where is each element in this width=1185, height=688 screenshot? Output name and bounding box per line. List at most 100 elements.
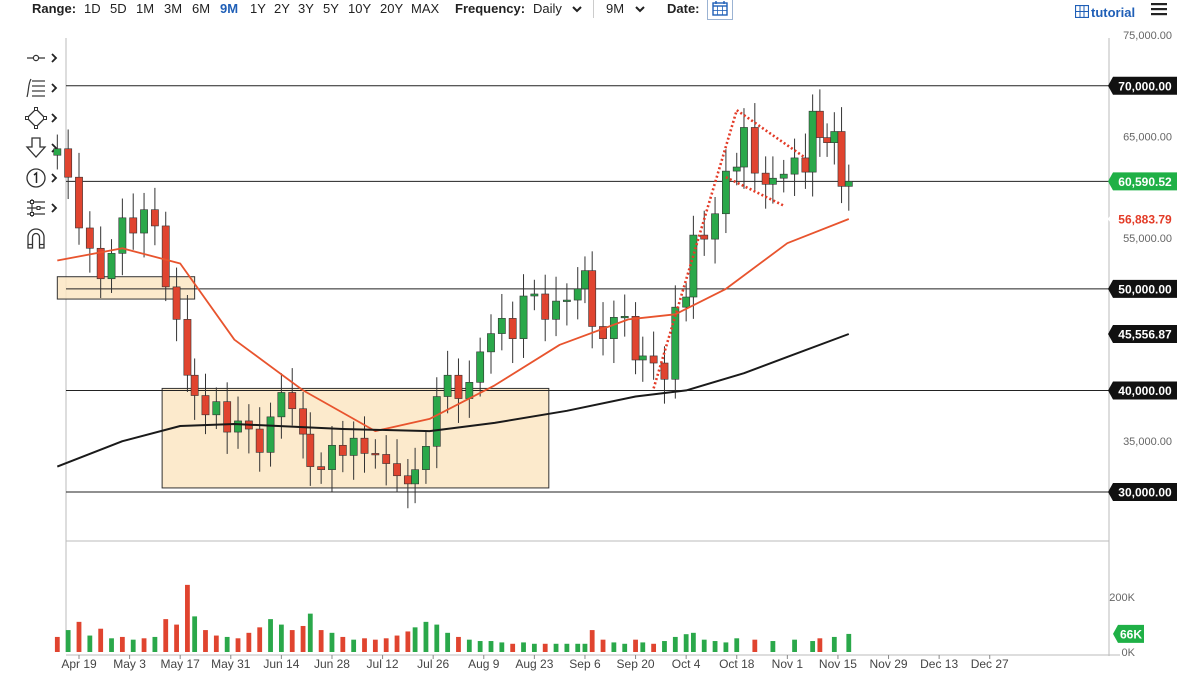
candle-body xyxy=(382,454,391,464)
volume-bar xyxy=(633,639,638,652)
volume-bar xyxy=(130,639,136,652)
volume-bar xyxy=(575,643,581,652)
range-button-1m[interactable]: 1M xyxy=(136,1,155,16)
volume-bar xyxy=(318,630,324,652)
tutorial-link[interactable]: tutorial xyxy=(1091,5,1136,20)
volume-bar xyxy=(289,630,295,652)
candle-body xyxy=(750,127,759,174)
candle-body xyxy=(722,170,730,215)
candle-body xyxy=(190,374,199,396)
volume-bar xyxy=(701,639,707,652)
period-select[interactable]: 9M xyxy=(606,1,625,16)
range-button-9m[interactable]: 9M xyxy=(220,1,239,16)
candle-body xyxy=(581,270,589,290)
volume-bar xyxy=(510,643,516,652)
calendar-icon[interactable] xyxy=(707,0,733,23)
candle-body xyxy=(201,395,210,416)
range-button-1y[interactable]: 1Y xyxy=(250,1,266,16)
volume-axis-label: 0K xyxy=(1122,647,1136,659)
range-label: Range: xyxy=(32,1,77,16)
frequency-label: Frequency: xyxy=(455,1,526,16)
candle-body xyxy=(161,225,170,288)
range-button-3m[interactable]: 3M xyxy=(164,1,183,16)
candle-body xyxy=(519,295,528,339)
volume-bar xyxy=(846,633,852,652)
volume-bar xyxy=(423,621,429,652)
candle-body xyxy=(443,374,452,397)
candle-body xyxy=(422,446,430,470)
candle-body xyxy=(497,318,506,334)
candle-body xyxy=(277,392,286,418)
x-tick-label: Nov 15 xyxy=(819,657,857,671)
volume-bar xyxy=(466,639,472,652)
frequency-select[interactable]: Daily xyxy=(533,1,562,16)
range-button-2y[interactable]: 2Y xyxy=(274,1,290,16)
hamburger-menu-icon[interactable] xyxy=(1151,2,1167,19)
candle-body xyxy=(266,416,275,453)
candle-body xyxy=(223,401,232,433)
volume-bar xyxy=(499,642,505,652)
arrow-tool-icon[interactable] xyxy=(24,136,64,160)
candle-body xyxy=(682,296,691,308)
indicator-label-sma200-text: 45,556.87 xyxy=(1118,328,1172,342)
volume-bar xyxy=(445,632,451,652)
frequency-chevron-down-icon[interactable] xyxy=(571,3,583,18)
indicator-label-sma50-text: 56,883.79 xyxy=(1118,212,1172,226)
range-button-20y[interactable]: 20Y xyxy=(380,1,404,16)
volume-bar xyxy=(235,638,241,652)
volume-bar xyxy=(734,638,740,652)
volume-bar xyxy=(752,639,758,652)
x-tick-label: Nov 1 xyxy=(772,657,804,671)
range-button-max[interactable]: MAX xyxy=(411,1,440,16)
candle-body xyxy=(403,475,412,485)
period-chevron-down-icon[interactable] xyxy=(634,3,646,18)
candle-body xyxy=(541,293,550,320)
volume-bar xyxy=(394,635,400,652)
candle-body xyxy=(808,110,817,173)
range-button-1d[interactable]: 1D xyxy=(84,1,101,16)
candle-body xyxy=(371,453,380,456)
volume-bar xyxy=(810,641,816,652)
price-label-50000-text: 50,000.00 xyxy=(1118,282,1172,296)
candle-body xyxy=(837,131,846,187)
tutorial-grid-icon[interactable] xyxy=(1074,4,1090,21)
candle-body xyxy=(306,433,315,467)
candle-body xyxy=(212,401,221,416)
volume-bar xyxy=(712,641,718,652)
shapes-tool-icon[interactable] xyxy=(24,106,64,130)
range-button-5y[interactable]: 5Y xyxy=(323,1,339,16)
candle-body xyxy=(476,351,485,383)
range-button-6m[interactable]: 6M xyxy=(192,1,211,16)
candle-body xyxy=(552,300,560,320)
volume-bar xyxy=(723,642,729,652)
volume-bar xyxy=(257,627,263,652)
number-marker-tool-icon[interactable] xyxy=(24,166,64,190)
candle-body xyxy=(768,177,777,185)
candle-body xyxy=(53,148,62,156)
range-button-3y[interactable]: 3Y xyxy=(298,1,314,16)
range-button-10y[interactable]: 10Y xyxy=(348,1,372,16)
pattern-tool-icon[interactable] xyxy=(24,196,64,220)
volume-bar xyxy=(690,632,696,652)
candle-body xyxy=(393,463,401,477)
fibonacci-tool-icon[interactable] xyxy=(24,76,64,100)
candle-body xyxy=(740,127,748,168)
flag-upper-annotation xyxy=(736,109,807,159)
x-tick-label: Jul 26 xyxy=(417,657,449,671)
candle-body xyxy=(711,213,719,240)
volume-bar xyxy=(87,635,93,652)
crosshair-tool-icon[interactable] xyxy=(24,46,64,70)
x-tick-label: Dec 13 xyxy=(920,657,958,671)
volume-bar xyxy=(351,639,357,652)
volume-bar xyxy=(246,632,252,652)
x-tick-label: Jun 14 xyxy=(263,657,299,671)
x-tick-label: Nov 29 xyxy=(870,657,908,671)
date-label: Date: xyxy=(667,1,700,16)
candle-body xyxy=(317,466,326,470)
volume-bar xyxy=(553,643,559,652)
volume-bar xyxy=(174,624,179,652)
candle-body xyxy=(328,444,336,470)
magnet-icon[interactable] xyxy=(24,226,64,250)
range-button-5d[interactable]: 5D xyxy=(110,1,127,16)
